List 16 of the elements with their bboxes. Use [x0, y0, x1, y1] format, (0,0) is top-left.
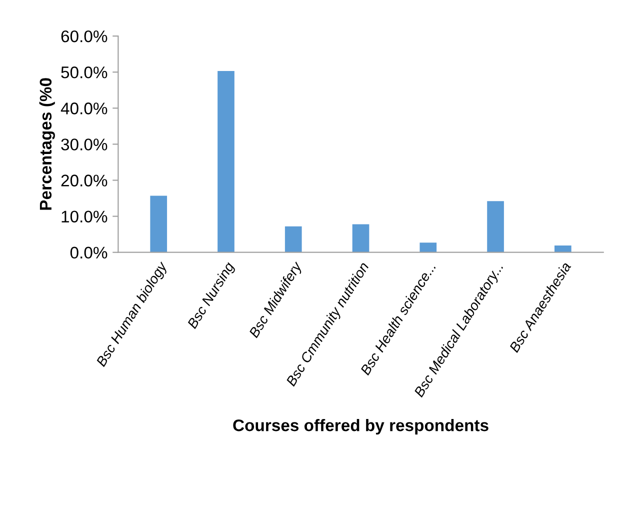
bar: [352, 224, 370, 252]
y-tick-label: 40.0%: [60, 102, 108, 114]
y-tick-label: 0.0%: [70, 246, 108, 259]
bar: [218, 71, 234, 252]
x-axis-title: Courses offered by respondents: [233, 419, 488, 435]
y-tick-label: 20.0%: [61, 174, 108, 186]
y-tick-label: 50.0%: [61, 66, 108, 78]
y-tick-label: 30.0%: [61, 138, 108, 150]
bar: [420, 242, 437, 252]
bar: [284, 226, 302, 252]
bar: [554, 246, 572, 252]
bar: [487, 201, 504, 252]
y-axis-title: Percentages (%0: [39, 78, 55, 210]
y-tick-label: 60.0%: [61, 30, 108, 42]
y-tick-label: 10.0%: [62, 210, 108, 223]
bar: [150, 196, 168, 252]
